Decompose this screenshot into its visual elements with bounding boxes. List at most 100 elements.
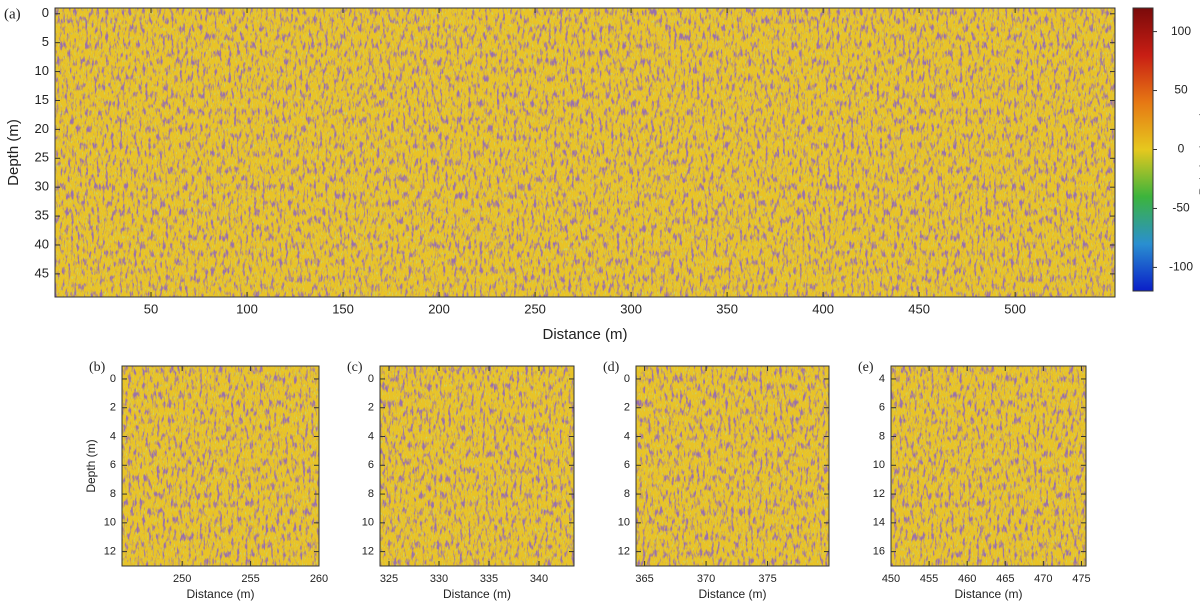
y-tick-label: 45: [35, 265, 49, 280]
panel-label: (d): [603, 360, 620, 375]
x-tick-label: 370: [697, 573, 715, 585]
radargram-texture: [380, 366, 574, 566]
y-tick-label: 4: [879, 373, 885, 385]
y-tick-label: 20: [35, 121, 49, 136]
y-tick-label: 8: [879, 430, 885, 442]
y-tick-label: 0: [624, 373, 630, 385]
radargram-texture: [636, 366, 829, 566]
frame: [379, 365, 575, 567]
colorbar-tick-label: 50: [1174, 83, 1188, 97]
x-tick-label: 340: [530, 573, 548, 585]
y-tick-label: 12: [362, 546, 374, 558]
colorbar-tick-label: 100: [1171, 24, 1191, 38]
x-tick-label: 150: [332, 301, 354, 316]
x-tick-label: 300: [620, 301, 642, 316]
x-tick-label: 470: [1034, 573, 1052, 585]
y-tick-label: 4: [368, 430, 374, 442]
y-tick-label: 16: [873, 546, 885, 558]
panel-label: (e): [858, 360, 874, 375]
y-tick-label: 12: [618, 546, 630, 558]
x-tick-label: 455: [920, 573, 938, 585]
y-tick-label: 8: [368, 488, 374, 500]
x-tick-label: 460: [958, 573, 976, 585]
colorbar-tick-label: -50: [1172, 201, 1190, 215]
x-tick-label: 200: [428, 301, 450, 316]
x-axis-label: Distance (m): [698, 587, 766, 601]
x-axis-label: Distance (m): [443, 587, 511, 601]
x-axis-label: Distance (m): [542, 326, 627, 343]
colorbar-label: Relative Intensity: [1197, 104, 1200, 195]
y-tick-label: 40: [35, 236, 49, 251]
y-tick-label: 6: [368, 459, 374, 471]
y-axis-label: Depth (m): [84, 439, 98, 492]
colorbar: -100 -50 0 50 100 Relative Intensity: [1132, 7, 1200, 292]
y-tick-label: 0: [368, 373, 374, 385]
x-tick-label: 475: [1072, 573, 1090, 585]
y-tick-label: 35: [35, 208, 49, 223]
panel-label: (c): [347, 360, 363, 375]
x-tick-label: 365: [635, 573, 653, 585]
x-tick-label: 335: [480, 573, 498, 585]
x-tick-label: 500: [1004, 301, 1026, 316]
y-tick-label: 2: [110, 402, 116, 414]
colorbar-tick-label: -100: [1169, 260, 1193, 274]
y-tick-label: 10: [35, 63, 49, 78]
colorbar-fill: [1132, 7, 1154, 292]
x-tick-label: 465: [996, 573, 1014, 585]
frame: [54, 7, 1116, 298]
y-tick-label: 6: [879, 402, 885, 414]
x-tick-label: 260: [310, 573, 328, 585]
panel-label: (a): [4, 6, 21, 22]
panel: 250 255 260 0 2 4 6 8 10 12 Distance (m) Depth (m) (…: [84, 360, 328, 601]
y-tick-label: 25: [35, 150, 49, 165]
y-axis-label: Depth (m): [5, 119, 22, 186]
y-tick-label: 12: [104, 546, 116, 558]
y-tick-label: 10: [362, 517, 374, 529]
x-tick-label: 100: [236, 301, 258, 316]
x-tick-label: 325: [380, 573, 398, 585]
radargram-texture: [891, 366, 1086, 566]
x-axis-label: Distance (m): [954, 587, 1022, 601]
y-tick-label: 4: [624, 430, 630, 442]
panel: 50 100 150 200 250 300 350 400 450 500 0 5 10 15 20 25 3…: [4, 5, 1116, 343]
frame: [890, 365, 1087, 567]
x-tick-label: 50: [144, 301, 158, 316]
y-tick-label: 8: [624, 488, 630, 500]
y-tick-label: 10: [618, 517, 630, 529]
panel: 365 370 375 0 2 4 6 8 10 12 Distance (m) (d): [603, 360, 830, 601]
y-tick-label: 4: [110, 430, 116, 442]
y-tick-label: 12: [873, 488, 885, 500]
frame: [635, 365, 830, 567]
panel: 325 330 335 340 0 2 4 6 8 10 12 Distance (m) (c): [347, 360, 575, 601]
panel-label: (b): [89, 360, 106, 375]
y-tick-label: 10: [104, 517, 116, 529]
x-tick-label: 330: [430, 573, 448, 585]
colorbar-tick-label: 0: [1178, 142, 1185, 156]
y-tick-label: 6: [624, 459, 630, 471]
y-tick-label: 6: [110, 459, 116, 471]
y-tick-label: 10: [873, 459, 885, 471]
x-tick-label: 250: [173, 573, 191, 585]
x-tick-label: 375: [758, 573, 776, 585]
y-tick-label: 8: [110, 488, 116, 500]
x-tick-label: 450: [908, 301, 930, 316]
frame: [121, 365, 320, 567]
y-tick-label: 2: [368, 402, 374, 414]
y-tick-label: 0: [42, 5, 49, 20]
panel: 450 455 460 465 470 475 4 6 8 10 12 14 16 Distance (m…: [858, 360, 1091, 601]
y-tick-label: 5: [42, 34, 49, 49]
y-tick-label: 14: [873, 517, 885, 529]
x-tick-label: 350: [716, 301, 738, 316]
radargram-texture: [122, 366, 319, 566]
radargram-texture: [55, 8, 1115, 297]
y-tick-label: 2: [624, 402, 630, 414]
y-tick-label: 15: [35, 92, 49, 107]
x-tick-label: 400: [812, 301, 834, 316]
y-tick-label: 30: [35, 179, 49, 194]
x-tick-label: 450: [882, 573, 900, 585]
x-tick-label: 255: [241, 573, 259, 585]
y-tick-label: 0: [110, 373, 116, 385]
x-axis-label: Distance (m): [186, 587, 254, 601]
x-tick-label: 250: [524, 301, 546, 316]
